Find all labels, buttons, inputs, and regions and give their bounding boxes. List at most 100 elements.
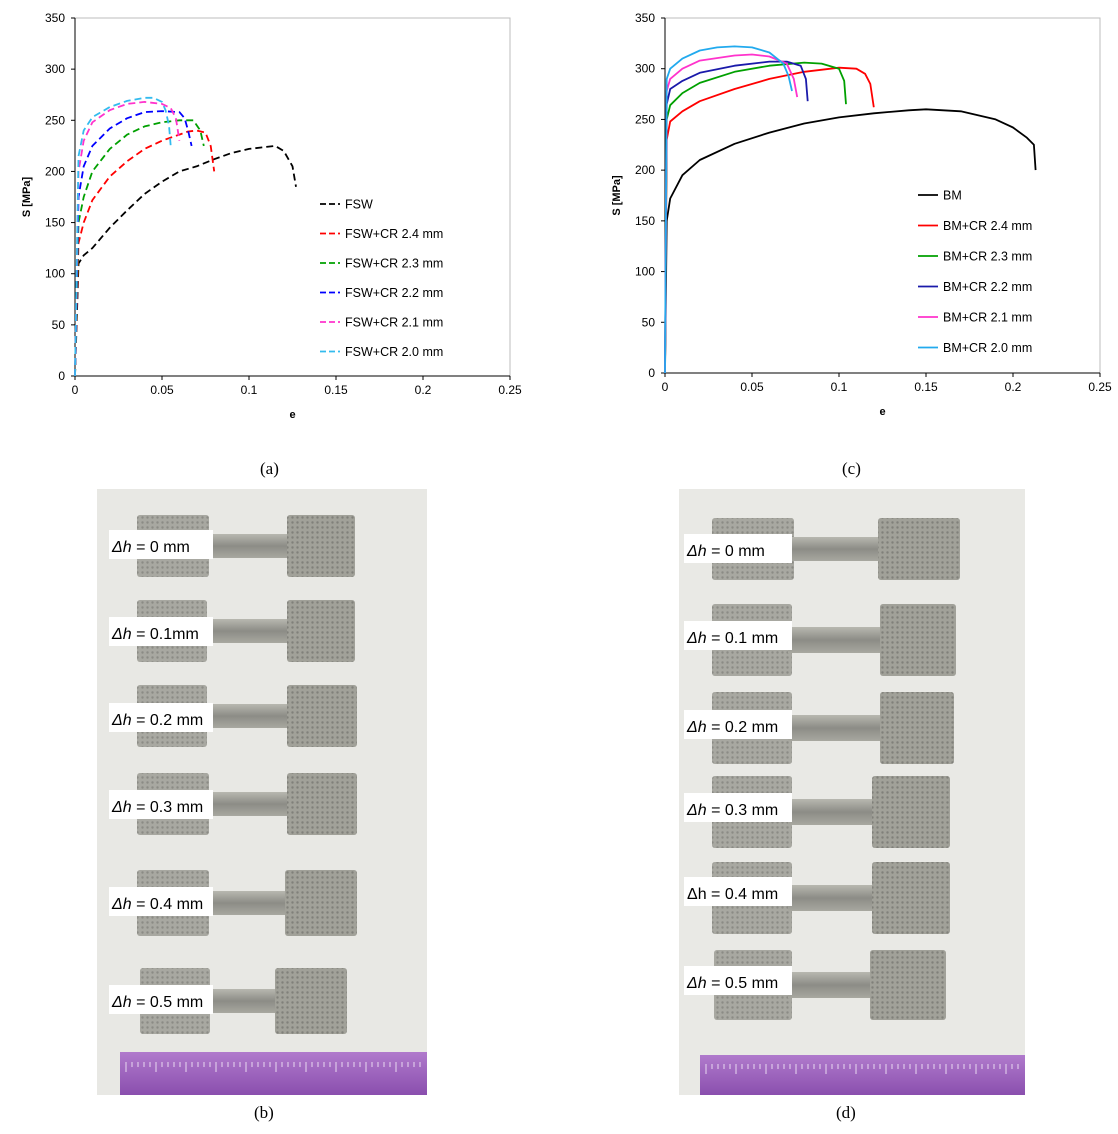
photo-b-label-box bbox=[109, 530, 213, 559]
specimen-d-right-grip-sheen bbox=[872, 862, 950, 934]
photo-d-label-value: = 0.5 mm bbox=[707, 975, 779, 992]
specimen-b-gauge bbox=[205, 891, 289, 915]
chart-a: 0 50 100 150 200 250 300 350 0 0.05 0.1 0.15 0.2 0.25… bbox=[21, 11, 522, 421]
photo-b-label-value: = 0 mm bbox=[132, 539, 190, 556]
photo-b-label: Δh = 0.1mm bbox=[109, 617, 213, 646]
specimen-b-right-grip bbox=[287, 515, 355, 577]
photo-b-label-value: = 0.4 mm bbox=[132, 896, 204, 913]
photo-d-label-symbol: Δh bbox=[686, 975, 707, 992]
specimen-d-right-grip bbox=[878, 518, 960, 580]
photo-b-label: Δh = 0 mm bbox=[109, 530, 213, 559]
photo-b-label-symbol: Δh bbox=[111, 712, 132, 729]
photo-d-label-value: = 0 mm bbox=[707, 543, 765, 560]
specimen-b-right-grip bbox=[275, 968, 347, 1034]
chart-a-x-tick-label: 0.1 bbox=[241, 383, 258, 397]
chart-c-x-tick-label: 0.05 bbox=[740, 380, 764, 394]
ruler-d bbox=[700, 1055, 1025, 1095]
chart-a-series-line bbox=[74, 145, 297, 377]
chart-c-y-axis-label: S [MPa] bbox=[611, 175, 623, 216]
photo-b-label-value: = 0.2 mm bbox=[132, 712, 204, 729]
chart-a-y-tick-label: 150 bbox=[45, 216, 65, 230]
photo-d-label-box bbox=[684, 877, 792, 906]
chart-a-y-axis-label: S [MPa] bbox=[21, 176, 33, 217]
specimen-d-right-grip bbox=[872, 776, 950, 848]
photo-d-label-text: Δh = 0.5 mm bbox=[686, 975, 778, 992]
chart-c-y-tick-label: 250 bbox=[635, 112, 655, 126]
chart-a-series-line bbox=[74, 129, 216, 377]
specimen-d-gauge bbox=[788, 715, 884, 741]
specimen-b-right-grip-sheen bbox=[287, 515, 355, 577]
photo-b-label: Δh = 0.5 mm bbox=[109, 985, 213, 1014]
chart-a-series-line bbox=[74, 96, 172, 377]
chart-a-y-tick-label: 200 bbox=[45, 164, 65, 178]
specimen-d-gauge bbox=[788, 972, 874, 998]
specimen-b-right-grip-sheen bbox=[275, 968, 347, 1034]
specimen-d-gauge bbox=[788, 627, 884, 653]
specimen-b-right-grip-sheen bbox=[285, 870, 357, 936]
caption-c: (c) bbox=[842, 459, 861, 478]
chart-c-legend-label: BM+CR 2.0 mm bbox=[943, 341, 1032, 355]
chart-a-legend-label: FSW+CR 2.0 mm bbox=[345, 345, 443, 359]
caption-b: (b) bbox=[254, 1103, 274, 1122]
chart-a-y-tick-label: 350 bbox=[45, 11, 65, 25]
photo-d-label: Δh = 0.1 mm bbox=[684, 621, 792, 650]
chart-c-series-line bbox=[664, 61, 847, 374]
photo-d-label-box bbox=[684, 710, 792, 739]
photo-b-label-symbol: Δh bbox=[111, 539, 132, 556]
chart-a-x-tick-label: 0.2 bbox=[415, 383, 432, 397]
specimen-d-right-grip bbox=[880, 692, 954, 764]
photo-d-label-box bbox=[684, 793, 792, 822]
chart-a-legend-label: FSW+CR 2.3 mm bbox=[345, 257, 443, 271]
photo-d-label-symbol: Δh bbox=[686, 719, 707, 736]
photo-b-label-box bbox=[109, 617, 213, 646]
photo-b-label-text: Δh = 0 mm bbox=[111, 539, 190, 556]
chart-c-series-line bbox=[664, 45, 793, 374]
specimen-b-gauge bbox=[203, 704, 291, 728]
chart-a-series-line bbox=[74, 110, 193, 377]
specimen-b-gauge bbox=[203, 619, 291, 643]
specimen-d-right-grip bbox=[870, 950, 946, 1020]
photo-b-label-value: = 0.3 mm bbox=[132, 799, 204, 816]
specimen-b-right-grip bbox=[285, 870, 357, 936]
chart-a-series-line bbox=[74, 101, 181, 377]
photo-b-label-box bbox=[109, 703, 213, 732]
chart-a-x-tick-label: 0.15 bbox=[324, 383, 348, 397]
specimen-b-right-grip bbox=[287, 773, 357, 835]
photo-b-label: Δh = 0.2 mm bbox=[109, 703, 213, 732]
chart-c-x-axis-label: e bbox=[879, 406, 885, 418]
chart-c-legend-label: BM+CR 2.2 mm bbox=[943, 280, 1032, 294]
photo-b-label-box bbox=[109, 985, 213, 1014]
photo-d-label-box bbox=[684, 966, 792, 995]
chart-c-y-tick-label: 100 bbox=[635, 265, 655, 279]
chart-c-y-tick-label: 50 bbox=[642, 315, 656, 329]
photo-d-label-text: Δh = 0.1 mm bbox=[686, 630, 778, 647]
chart-c-y-tick-label: 350 bbox=[635, 11, 655, 25]
chart-c-y-tick-label: 200 bbox=[635, 163, 655, 177]
chart-c-y-tick-label: 150 bbox=[635, 214, 655, 228]
chart-a-legend-label: FSW+CR 2.4 mm bbox=[345, 227, 443, 241]
chart-c-series-line bbox=[664, 53, 799, 374]
photo-d-label: Δh = 0.3 mm bbox=[684, 793, 792, 822]
specimen-b-right-grip-sheen bbox=[287, 685, 357, 747]
chart-a-x-axis-label: e bbox=[289, 409, 295, 421]
chart-a-series-line bbox=[74, 119, 205, 377]
chart-c: 0 50 100 150 200 250 300 350 0 0.05 0.1 0.15 0.2 0.25… bbox=[611, 11, 1112, 418]
photo-d-label-text: Δh = 0.4 mm bbox=[687, 886, 778, 903]
specimen-b-right-grip-sheen bbox=[287, 600, 355, 662]
photo-b-label-text: Δh = 0.1mm bbox=[111, 626, 199, 643]
photo-b-label-symbol: Δh bbox=[111, 799, 132, 816]
specimen-b-right-grip-sheen bbox=[287, 773, 357, 835]
specimen-d-right-grip-sheen bbox=[872, 776, 950, 848]
specimen-b-right-grip bbox=[287, 685, 357, 747]
chart-c-y-tick-label: 300 bbox=[635, 62, 655, 76]
specimen-d-gauge bbox=[788, 799, 876, 825]
specimen-b-gauge bbox=[206, 989, 279, 1013]
specimen-d-right-grip-sheen bbox=[878, 518, 960, 580]
photo-b-label-symbol: Δh bbox=[111, 626, 132, 643]
photo-b-label-value: = 0.1mm bbox=[132, 626, 199, 643]
ruler-b-ticks bbox=[125, 1062, 421, 1072]
photo-b-label-symbol: Δh bbox=[111, 994, 132, 1011]
photo-d-label-value: = 0.4 mm bbox=[707, 886, 779, 903]
